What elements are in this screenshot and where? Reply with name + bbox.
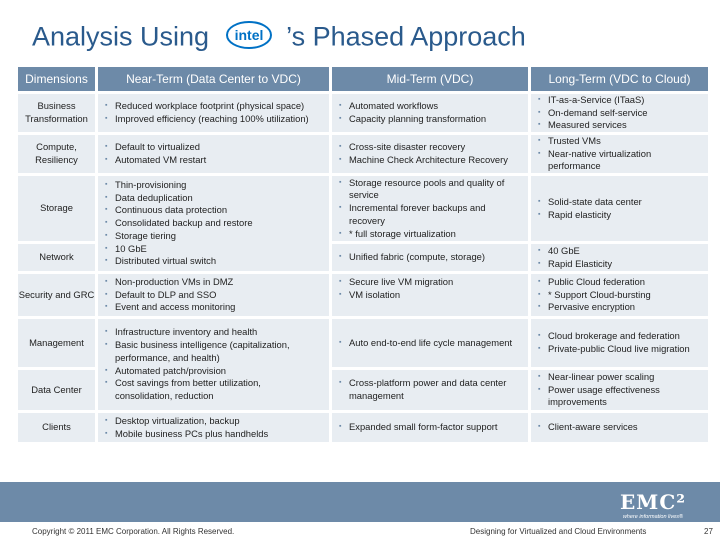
list-item: Public Cloud federation bbox=[538, 276, 708, 289]
header-dimensions: Dimensions bbox=[18, 67, 95, 91]
list-item: IT-as-a-Service (ITaaS) bbox=[538, 94, 708, 107]
list-item: Default to DLP and SSO bbox=[105, 289, 329, 302]
list-item: Mobile business PCs plus handhelds bbox=[105, 428, 329, 441]
near-compute-cell: Default to virtualized Automated VM rest… bbox=[98, 135, 329, 173]
list-item: Data deduplication bbox=[105, 192, 329, 205]
list-item: Automated patch/provision bbox=[105, 365, 301, 378]
title-prefix: Analysis Using bbox=[32, 21, 210, 52]
list-item: Cross-site disaster recovery bbox=[339, 141, 528, 154]
list-item: 40 GbE bbox=[538, 245, 708, 258]
mid-clients-cell: Expanded small form-factor support bbox=[332, 413, 528, 442]
header-near-term: Near-Term (Data Center to VDC) bbox=[98, 67, 329, 91]
mid-management-cell: Auto end-to-end life cycle management bbox=[332, 319, 528, 367]
list-item: Continuous data protection bbox=[105, 204, 329, 217]
footer-band bbox=[0, 482, 720, 522]
emc-wordmark: EMC² bbox=[619, 490, 686, 514]
list-item: Rapid elasticity bbox=[538, 209, 708, 222]
list-item: Machine Check Architecture Recovery bbox=[339, 154, 528, 167]
list-item: Basic business intelligence (capitalizat… bbox=[105, 339, 301, 365]
list-item: VM isolation bbox=[339, 289, 528, 302]
list-item: Storage resource pools and quality of se… bbox=[339, 177, 514, 203]
dimension-security: Security and GRC bbox=[18, 274, 95, 316]
slide-title: Analysis Using intel ’s Phased Approach bbox=[32, 20, 526, 57]
mid-storage-cell: Storage resource pools and quality of se… bbox=[332, 176, 528, 241]
list-item: Incremental forever backups and recovery bbox=[339, 202, 514, 228]
dimension-network: Network bbox=[18, 244, 95, 271]
emc-tagline: where information lives® bbox=[622, 514, 684, 520]
list-item: Distributed virtual switch bbox=[105, 255, 329, 268]
mid-security-cell: Secure live VM migration VM isolation bbox=[332, 274, 528, 316]
list-item: Rapid Elasticity bbox=[538, 258, 708, 271]
list-item: Unified fabric (compute, storage) bbox=[339, 251, 528, 264]
mid-business-cell: Automated workflows Capacity planning tr… bbox=[332, 94, 528, 132]
list-item: Trusted VMs bbox=[538, 135, 690, 148]
list-item: Secure live VM migration bbox=[339, 276, 528, 289]
dimension-data-center: Data Center bbox=[18, 370, 95, 410]
list-item: Reduced workplace footprint (physical sp… bbox=[105, 100, 329, 113]
list-item: Power usage effectiveness improvements bbox=[538, 384, 698, 410]
list-item: Storage tiering bbox=[105, 230, 329, 243]
long-business-cell: IT-as-a-Service (ITaaS) On-demand self-s… bbox=[531, 94, 708, 132]
dimension-business: Business Transformation bbox=[18, 94, 95, 132]
emc-logo: EMC² where information lives® bbox=[620, 490, 686, 520]
list-item: Consolidated backup and restore bbox=[105, 217, 329, 230]
list-item: Expanded small form-factor support bbox=[339, 421, 528, 434]
list-item: * full storage virtualization bbox=[339, 228, 514, 241]
dimension-compute: Compute, Resiliency bbox=[18, 135, 95, 173]
list-item: Desktop virtualization, backup bbox=[105, 415, 329, 428]
list-item: Non-production VMs in DMZ bbox=[105, 276, 329, 289]
dimension-clients: Clients bbox=[18, 413, 95, 442]
page-number: 27 bbox=[704, 527, 713, 536]
list-item: Cross-platform power and data center man… bbox=[339, 377, 528, 403]
near-security-cell: Non-production VMs in DMZ Default to DLP… bbox=[98, 274, 329, 316]
near-storage-network-cell: Thin-provisioning Data deduplication Con… bbox=[98, 176, 329, 271]
mid-compute-cell: Cross-site disaster recovery Machine Che… bbox=[332, 135, 528, 173]
header-long-term: Long-Term (VDC to Cloud) bbox=[531, 67, 708, 91]
long-network-cell: 40 GbE Rapid Elasticity bbox=[531, 244, 708, 271]
list-item: Auto end-to-end life cycle management bbox=[339, 337, 528, 350]
list-item: Capacity planning transformation bbox=[339, 113, 528, 126]
list-item: Infrastructure inventory and health bbox=[105, 326, 301, 339]
list-item: Pervasive encryption bbox=[538, 301, 708, 314]
list-item: On-demand self-service bbox=[538, 107, 708, 120]
list-item: Cloud brokerage and federation bbox=[538, 330, 708, 343]
title-suffix: ’s Phased Approach bbox=[286, 21, 526, 52]
near-business-cell: Reduced workplace footprint (physical sp… bbox=[98, 94, 329, 132]
list-item: * Support Cloud-bursting bbox=[538, 289, 708, 302]
list-item: Measured services bbox=[538, 119, 708, 132]
long-management-cell: Cloud brokerage and federation Private-p… bbox=[531, 319, 708, 367]
list-item: 10 GbE bbox=[105, 243, 329, 256]
list-item: Solid-state data center bbox=[538, 196, 708, 209]
intel-logo: intel bbox=[225, 20, 273, 57]
long-storage-cell: Solid-state data center Rapid elasticity bbox=[531, 176, 708, 241]
long-clients-cell: Client-aware services bbox=[531, 413, 708, 442]
copyright-text: Copyright © 2011 EMC Corporation. All Ri… bbox=[32, 527, 235, 536]
dimension-storage: Storage bbox=[18, 176, 95, 241]
long-datacenter-cell: Near-linear power scaling Power usage ef… bbox=[531, 370, 708, 410]
list-item: Near-linear power scaling bbox=[538, 371, 698, 384]
list-item: Cost savings from better utilization, co… bbox=[105, 377, 301, 403]
list-item: Thin-provisioning bbox=[105, 179, 329, 192]
list-item: Client-aware services bbox=[538, 421, 708, 434]
list-item: Automated workflows bbox=[339, 100, 528, 113]
near-management-datacenter-cell: Infrastructure inventory and health Basi… bbox=[98, 319, 329, 410]
list-item: Private-public Cloud live migration bbox=[538, 343, 708, 356]
dimension-management: Management bbox=[18, 319, 95, 367]
mid-datacenter-cell: Cross-platform power and data center man… bbox=[332, 370, 528, 410]
list-item: Improved efficiency (reaching 100% utili… bbox=[105, 113, 329, 126]
long-security-cell: Public Cloud federation * Support Cloud-… bbox=[531, 274, 708, 316]
long-compute-cell: Trusted VMs Near-native virtualization p… bbox=[531, 135, 708, 173]
list-item: Default to virtualized bbox=[105, 141, 329, 154]
mid-network-cell: Unified fabric (compute, storage) bbox=[332, 244, 528, 271]
svg-text:intel: intel bbox=[234, 27, 263, 43]
header-mid-term: Mid-Term (VDC) bbox=[332, 67, 528, 91]
list-item: Event and access monitoring bbox=[105, 301, 329, 314]
near-clients-cell: Desktop virtualization, backup Mobile bu… bbox=[98, 413, 329, 442]
list-item: Automated VM restart bbox=[105, 154, 329, 167]
footer-center-text: Designing for Virtualized and Cloud Envi… bbox=[470, 527, 647, 536]
list-item: Near-native virtualization performance bbox=[538, 148, 690, 173]
